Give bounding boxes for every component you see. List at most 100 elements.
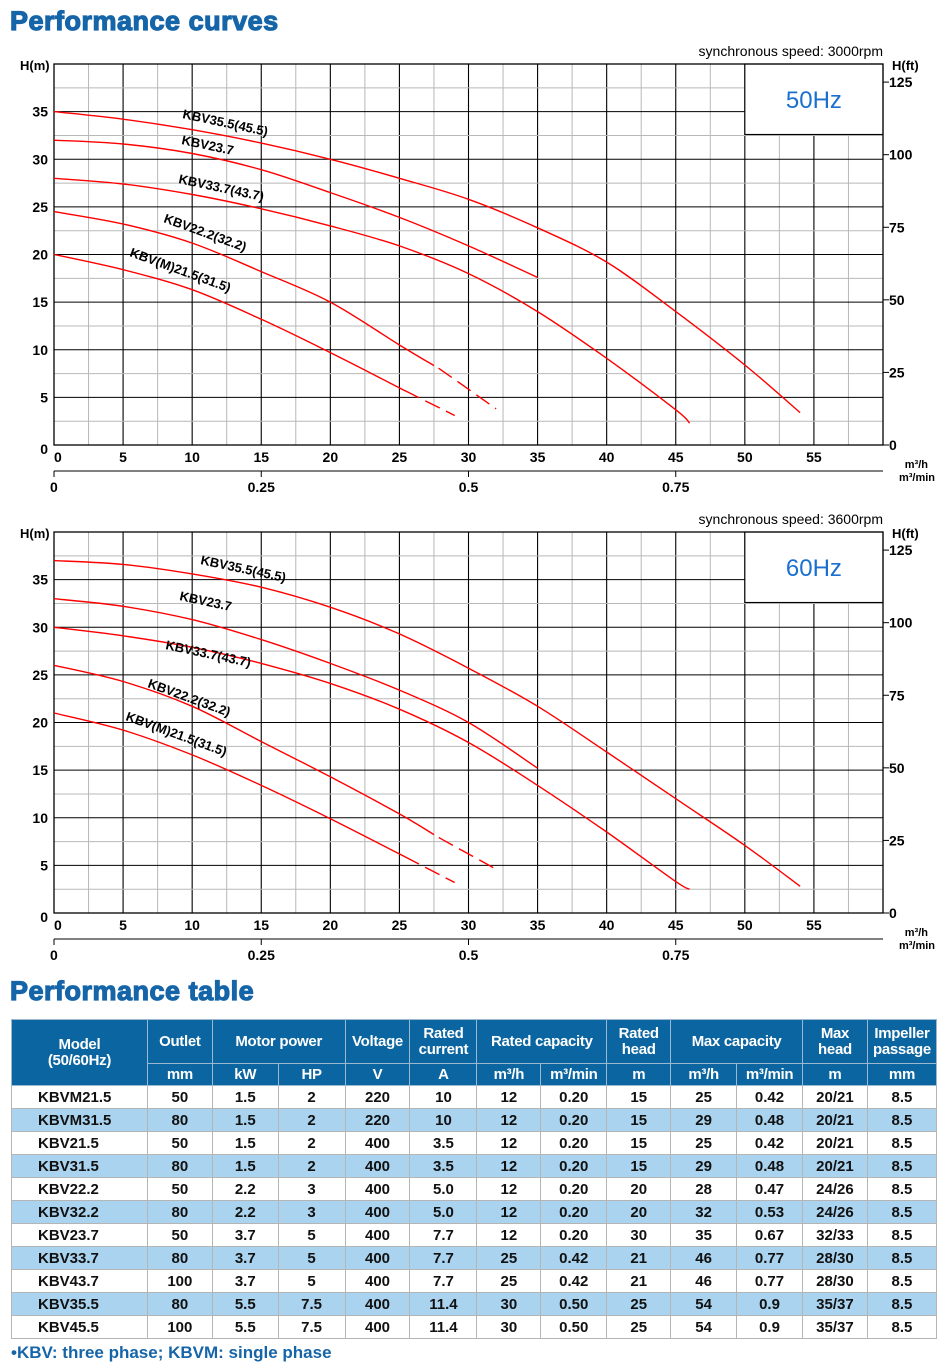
table-cell: 7.7 [409,1246,478,1270]
table-cell: 11.4 [409,1315,478,1339]
model-cell: KBV23.7 [11,1223,148,1247]
table-cell: 29 [670,1154,738,1178]
table-cell: 24/26 [802,1177,868,1201]
table-cell: 1.5 [211,1085,279,1109]
table-cell: 400 [344,1315,411,1339]
frequency-box [744,531,884,604]
table-cell: 12 [476,1200,542,1224]
table-cell: 2.2 [211,1177,279,1201]
performance-chart-60hz: 60Hz synchronous speed: 3600rpm H(m) H(ft) 0… [20,511,935,963]
header-unit: kW [211,1063,279,1086]
curve-line [53,626,690,890]
y-tick-label: 20 [32,715,48,731]
frequency-label: 50Hz [786,87,842,114]
table-cell: 8.5 [866,1131,938,1155]
y-tick-label-right: 50 [889,760,905,776]
table-row: KBV43.7 100 3.7 5 400 7.7 25 0.42 21 46 0.77 28/30 8… [11,1269,938,1293]
curve-kbv33-7-43-7-: KBV33.7(43.7) [53,171,691,424]
table-cell: 0.9 [736,1292,803,1316]
table-cell: 5.5 [211,1315,279,1339]
table-cell: 15 [606,1108,672,1132]
x-tick-label: 20 [323,449,339,465]
x-tick-label: 10 [184,917,200,933]
y-tick-label: 0 [40,441,48,457]
y-axis-label-right: H(ft) [892,526,919,541]
header-rated-current: Rated current [409,1019,478,1064]
curve-kbv-m-21-5-31-5-: KBV(M)21.5(31.5) [53,245,456,417]
curve-line-dashed [433,833,497,870]
table-cell: 0.47 [736,1177,803,1201]
table-row: KBV35.5 80 5.5 7.5 400 11.4 30 0.50 25 54 0.9 35/37… [11,1292,938,1316]
model-cell: KBV43.7 [11,1269,148,1293]
header-max-head: Max head [802,1019,868,1064]
curve-kbv22-2-32-2-: KBV22.2(32.2) [53,664,497,870]
table-cell: 25 [476,1269,542,1293]
table-cell: 0.20 [540,1131,608,1155]
table-cell: 15 [606,1085,672,1109]
table-cell: 8.5 [866,1223,938,1247]
x-tick-label: 45 [668,917,684,933]
x-tick-label: 50 [737,917,753,933]
table-cell: 0.50 [540,1292,608,1316]
table-cell: 0.42 [540,1269,608,1293]
header-unit: A [409,1063,478,1086]
table-cell: 400 [344,1269,411,1293]
table-cell: 8.5 [866,1246,938,1270]
table-cell: 5 [277,1269,346,1293]
y-tick-label-right: 75 [889,687,905,703]
y-axis-label: H(m) [20,58,50,73]
table-cell: 400 [344,1223,411,1247]
table-cell: 3.5 [409,1131,478,1155]
footnote: •KBV: three phase; KBVM: single phase [11,1343,332,1362]
table-cell: 28/30 [802,1246,868,1270]
secondary-x-tick-label: 0.5 [459,947,479,963]
table-cell: 7.7 [409,1223,478,1247]
model-cell: KBV45.5 [11,1315,148,1339]
x-tick-label: 45 [668,449,684,465]
table-cell: 7.5 [277,1315,346,1339]
table-cell: 7.5 [277,1292,346,1316]
speed-label: synchronous speed: 3600rpm [699,511,883,527]
header-unit: m³/h [476,1063,542,1086]
y-tick-label: 10 [32,342,48,358]
table-cell: 0.20 [540,1223,608,1247]
y-tick-label: 35 [32,572,48,588]
model-cell: KBV22.2 [11,1177,148,1201]
table-cell: 54 [670,1292,738,1316]
speed-label: synchronous speed: 3000rpm [699,43,883,59]
curve-line [53,110,801,414]
y-tick-label: 10 [32,810,48,826]
table-cell: 21 [606,1269,672,1293]
table-cell: 0.20 [540,1177,608,1201]
table-cell: 20/21 [802,1085,868,1109]
table-cell: 20/21 [802,1131,868,1155]
header-unit: m [606,1063,672,1086]
curve-line [53,210,435,367]
table-cell: 30 [476,1315,542,1339]
x-tick-label: 35 [530,449,546,465]
table-cell: 2 [277,1108,346,1132]
table-cell: 25 [606,1292,672,1316]
y-tick-label-right: 100 [889,147,913,163]
y-tick-label-right: 100 [889,615,913,631]
grid [54,532,883,913]
table-cell: 80 [146,1154,213,1178]
curve-kbv35-5-45-5-: KBV35.5(45.5) [53,552,801,887]
table-cell: 28 [670,1177,738,1201]
table-cell: 32 [670,1200,738,1224]
table-cell: 25 [670,1085,738,1109]
table-row: KBV32.2 80 2.2 3 400 5.0 12 0.20 20 32 0.53 24/26 8.… [11,1200,938,1224]
curve-line-dashed [399,853,456,884]
y-tick-label: 0 [40,909,48,925]
table-cell: 10 [409,1108,478,1132]
table-cell: 400 [344,1154,411,1178]
secondary-x-tick-label: 0.5 [459,479,479,495]
secondary-x-tick-label: 0.75 [662,479,689,495]
header-unit: mm [146,1063,213,1086]
y-tick-label: 25 [32,667,48,683]
table-cell: 20/21 [802,1108,868,1132]
y-tick-label-right: 75 [889,219,905,235]
x-tick-label: 50 [737,449,753,465]
performance-table-title: Performance table [9,975,255,1006]
y-axis-label-right: H(ft) [892,58,919,73]
